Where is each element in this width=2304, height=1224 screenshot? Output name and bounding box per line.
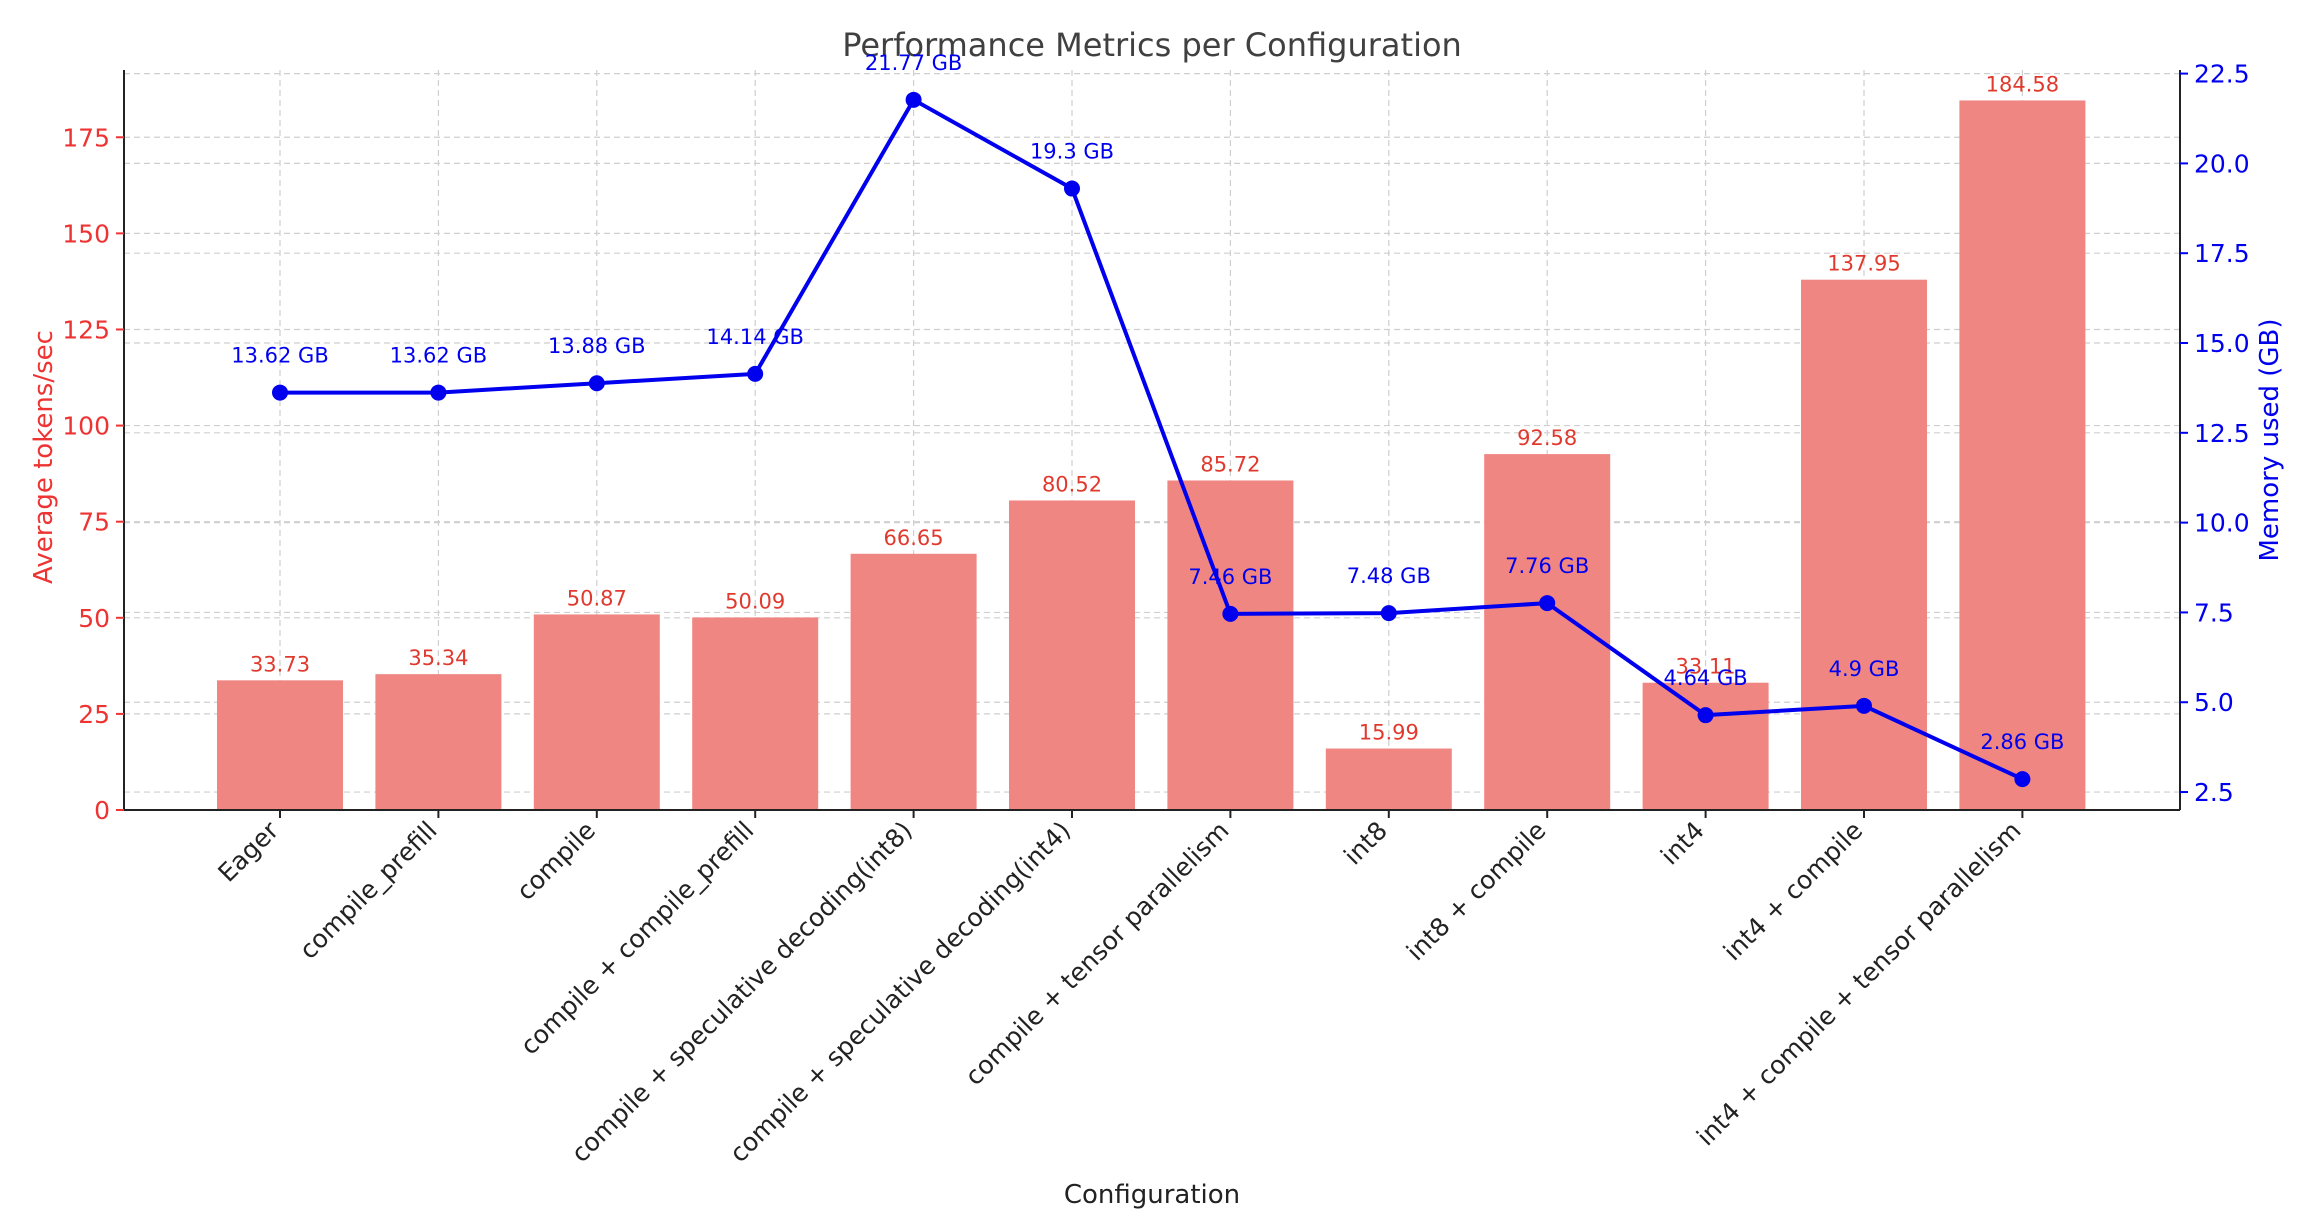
- bar-value-label: 85.72: [1200, 452, 1260, 476]
- y2-tick-label: 17.5: [2194, 239, 2250, 268]
- bar-value-label: 184.58: [1986, 72, 2059, 96]
- x-axis-title: Configuration: [1064, 1180, 1240, 1210]
- memory-value-label: 2.86 GB: [1980, 730, 2064, 754]
- memory-point: [1539, 595, 1556, 612]
- y2-tick-label: 12.5: [2194, 419, 2250, 448]
- x-tick-label: compile_prefill: [294, 816, 443, 965]
- y-tick-label: 100: [62, 412, 110, 441]
- y2-tick-label: 2.5: [2194, 778, 2234, 807]
- bar: [692, 617, 819, 810]
- memory-point: [1222, 605, 1239, 622]
- bar-value-label: 15.99: [1359, 721, 1419, 745]
- memory-point: [588, 375, 605, 392]
- memory-value-label: 4.9 GB: [1829, 657, 1900, 681]
- bar-value-label: 137.95: [1827, 252, 1900, 276]
- bar: [375, 674, 502, 810]
- memory-point: [1064, 180, 1080, 197]
- bar-value-label: 50.87: [567, 586, 627, 610]
- x-tick-label: compile + tensor parallelism: [959, 816, 1234, 1091]
- x-tick-label: compile + speculative decoding(int4): [724, 816, 1076, 1168]
- y2-tick-label: 7.5: [2194, 598, 2234, 627]
- bars-layer: [217, 100, 2086, 810]
- line-layer: [272, 91, 2031, 788]
- memory-line: [280, 97, 2024, 781]
- bar-value-label: 80.52: [1042, 472, 1102, 496]
- bar: [1009, 500, 1135, 810]
- bar: [533, 614, 660, 810]
- memory-point: [1697, 707, 1714, 724]
- bar: [1167, 480, 1294, 810]
- memory-point: [747, 365, 764, 382]
- x-tick-label: int4 + compile + tensor parallelism: [1691, 816, 2027, 1152]
- memory-value-label: 13.88 GB: [548, 334, 645, 358]
- bar-value-label: 33.73: [250, 652, 310, 676]
- bar-value-label: 92.58: [1517, 426, 1577, 450]
- memory-value-label: 19.3 GB: [1030, 140, 1114, 164]
- bar-value-label: 66.65: [884, 526, 944, 550]
- y2-tick-label: 5.0: [2194, 688, 2234, 717]
- x-tick-label: Eager: [212, 815, 284, 887]
- y2-tick-label: 22.5: [2194, 60, 2250, 89]
- memory-point: [1856, 697, 1872, 714]
- memory-value-label: 13.62 GB: [390, 344, 487, 368]
- bar: [1801, 279, 1927, 810]
- x-tick-label: int8 + compile: [1401, 816, 1552, 967]
- memory-point: [1380, 605, 1397, 622]
- x-tick-label: compile + speculative decoding(int8): [566, 816, 918, 1168]
- y-tick-label: 75: [78, 508, 110, 537]
- y2-tick-label: 10.0: [2194, 509, 2250, 538]
- memory-point: [272, 384, 288, 401]
- chart-title: Performance Metrics per Configuration: [842, 26, 1462, 64]
- y-tick-label: 150: [62, 219, 110, 248]
- labels-layer: 33.73 35.34 50.87 50.09 66.65 80.52 85.72 15.99…: [231, 51, 2064, 754]
- bar: [217, 680, 343, 810]
- memory-value-label: 13.62 GB: [231, 344, 328, 368]
- y-tick-label: 25: [78, 700, 110, 729]
- memory-value-label: 7.46 GB: [1188, 565, 1272, 589]
- bar: [1325, 748, 1452, 810]
- memory-value-label: 4.64 GB: [1664, 666, 1748, 690]
- memory-value-label: 14.14 GB: [706, 325, 803, 349]
- y-axis-title: Average tokens/sec: [29, 330, 59, 584]
- y2-axis-title: Memory used (GB): [2255, 318, 2285, 561]
- memory-point: [2014, 771, 2031, 788]
- memory-value-label: 7.76 GB: [1505, 554, 1589, 578]
- bar-value-label: 50.09: [725, 589, 785, 613]
- y2-tick-label: 20.0: [2194, 149, 2250, 178]
- y-tick-label: 0: [94, 796, 110, 825]
- y2-tick-label: 15.0: [2194, 329, 2250, 358]
- bar: [1642, 682, 1769, 810]
- y-tick-label: 50: [78, 604, 110, 633]
- y-tick-label: 125: [62, 315, 110, 344]
- memory-point: [430, 384, 447, 401]
- bar-value-label: 33.11: [1676, 655, 1736, 679]
- y-tick-label: 175: [62, 123, 110, 152]
- x-tick-label: int4: [1655, 816, 1710, 871]
- x-tick-label: int4 + compile: [1718, 816, 1869, 967]
- memory-value-label: 7.48 GB: [1347, 564, 1431, 588]
- x-tick-label: compile: [511, 816, 601, 906]
- memory-point: [905, 91, 922, 108]
- x-tick-label: int8: [1338, 816, 1393, 871]
- bar: [850, 553, 977, 810]
- bar: [1959, 100, 2086, 810]
- bar-value-label: 35.34: [408, 646, 468, 670]
- memory-value-label: 21.77 GB: [865, 51, 962, 75]
